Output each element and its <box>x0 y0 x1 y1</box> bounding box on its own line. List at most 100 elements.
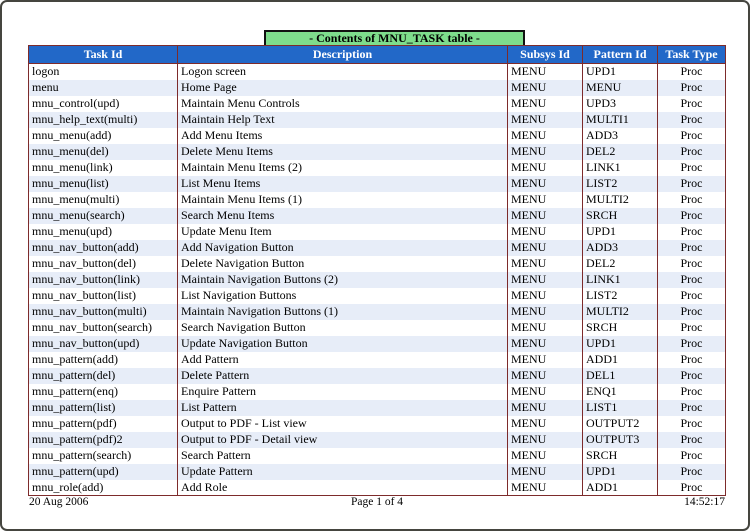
table-cell: MENU <box>507 463 583 480</box>
table-cell: Proc <box>657 271 726 288</box>
table-cell: Maintain Menu Items (2) <box>177 159 508 176</box>
table-row: mnu_menu(list) List Menu Items MENU LIST2 Pr… <box>28 175 726 192</box>
table-cell: List Pattern <box>177 399 508 416</box>
table-cell: List Navigation Buttons <box>177 287 508 304</box>
table-cell: MENU <box>507 127 583 144</box>
table-cell: mnu_nav_button(del) <box>28 255 178 272</box>
table-cell: mnu_pattern(add) <box>28 351 178 368</box>
column-header: Task Id <box>28 45 178 64</box>
table-cell: mnu_menu(upd) <box>28 223 178 240</box>
table-cell: Logon screen <box>177 63 508 80</box>
table-cell: MENU <box>507 63 583 80</box>
table-cell: MENU <box>507 207 583 224</box>
table-cell: MENU <box>507 287 583 304</box>
table-cell: Proc <box>657 303 726 320</box>
table-cell: mnu_menu(list) <box>28 175 178 192</box>
table-cell: LINK1 <box>582 159 658 176</box>
table-cell: ADD1 <box>582 351 658 368</box>
table-row: mnu_pattern(list) List Pattern MENU LIST1 Pr… <box>28 399 726 416</box>
table-cell: mnu_nav_button(multi) <box>28 303 178 320</box>
table-cell: Add Navigation Button <box>177 239 508 256</box>
column-header: Description <box>177 45 508 64</box>
table-row: mnu_pattern(pdf)2 Output to PDF - Detail … <box>28 431 726 448</box>
table-cell: MENU <box>507 223 583 240</box>
table-cell: UPD1 <box>582 63 658 80</box>
table-cell: mnu_pattern(pdf) <box>28 415 178 432</box>
table-row: mnu_menu(search) Search Menu Items MENU SRC… <box>28 207 726 224</box>
table-cell: MENU <box>507 271 583 288</box>
table-cell: Proc <box>657 239 726 256</box>
table-cell: MENU <box>507 335 583 352</box>
table-row: mnu_nav_button(add) Add Navigation Button… <box>28 239 726 256</box>
table-cell: Proc <box>657 255 726 272</box>
table-cell: MENU <box>507 447 583 464</box>
table-cell: Proc <box>657 479 726 496</box>
table-cell: MENU <box>507 383 583 400</box>
table-row: mnu_nav_button(upd) Update Navigation But… <box>28 335 726 352</box>
table-cell: MENU <box>507 191 583 208</box>
table-cell: ADD3 <box>582 239 658 256</box>
table-cell: mnu_pattern(pdf)2 <box>28 431 178 448</box>
page-footer: Page 1 of 4 20 Aug 2006 14:52:17 <box>2 496 748 508</box>
table-cell: Proc <box>657 463 726 480</box>
table-cell: Proc <box>657 447 726 464</box>
table-row: mnu_pattern(enq) Enquire Pattern MENU ENQ1 P… <box>28 383 726 400</box>
table-cell: Proc <box>657 223 726 240</box>
table-cell: mnu_help_text(multi) <box>28 111 178 128</box>
table-cell: DEL2 <box>582 255 658 272</box>
table-cell: Proc <box>657 319 726 336</box>
table-cell: Proc <box>657 159 726 176</box>
table-cell: MENU <box>507 319 583 336</box>
table-cell: Proc <box>657 351 726 368</box>
table-cell: mnu_pattern(upd) <box>28 463 178 480</box>
table-cell: Maintain Help Text <box>177 111 508 128</box>
table-cell: MENU <box>507 175 583 192</box>
table-cell: OUTPUT2 <box>582 415 658 432</box>
table-cell: Search Navigation Button <box>177 319 508 336</box>
table-cell: Proc <box>657 287 726 304</box>
table-cell: DEL2 <box>582 143 658 160</box>
table-cell: Proc <box>657 415 726 432</box>
table-row: mnu_help_text(multi) Maintain Help Text ME… <box>28 111 726 128</box>
table-cell: mnu_menu(multi) <box>28 191 178 208</box>
table-cell: mnu_pattern(enq) <box>28 383 178 400</box>
table-cell: MENU <box>507 303 583 320</box>
table-row: mnu_pattern(add) Add Pattern MENU ADD1 Proc <box>28 351 726 368</box>
table-cell: mnu_nav_button(link) <box>28 271 178 288</box>
table-cell: Proc <box>657 399 726 416</box>
table-cell: OUTPUT3 <box>582 431 658 448</box>
table-cell: MENU <box>582 79 658 96</box>
table-cell: MENU <box>507 351 583 368</box>
table-cell: mnu_control(upd) <box>28 95 178 112</box>
table-cell: Proc <box>657 207 726 224</box>
table-cell: Update Pattern <box>177 463 508 480</box>
table-cell: MENU <box>507 367 583 384</box>
table-cell: Delete Pattern <box>177 367 508 384</box>
table-cell: MULTI2 <box>582 191 658 208</box>
table-cell: Proc <box>657 127 726 144</box>
table-cell: MENU <box>507 479 583 496</box>
table-cell: SRCH <box>582 319 658 336</box>
table-cell: Add Role <box>177 479 508 496</box>
table-cell: mnu_nav_button(add) <box>28 239 178 256</box>
table-cell: List Menu Items <box>177 175 508 192</box>
table-row: mnu_role(add) Add Role MENU ADD1 Proc <box>28 479 726 496</box>
table-row: mnu_menu(del) Delete Menu Items MENU DEL2 Pr… <box>28 143 726 160</box>
footer-date: 20 Aug 2006 <box>29 496 89 508</box>
table-cell: LINK1 <box>582 271 658 288</box>
table-cell: Proc <box>657 79 726 96</box>
table-row: mnu_pattern(search) Search Pattern MENU SRC… <box>28 447 726 464</box>
table-cell: LIST2 <box>582 287 658 304</box>
table-cell: menu <box>28 79 178 96</box>
table-cell: Proc <box>657 431 726 448</box>
table-cell: Proc <box>657 175 726 192</box>
table-cell: LIST2 <box>582 175 658 192</box>
table-row: mnu_menu(add) Add Menu Items MENU ADD3 Proc <box>28 127 726 144</box>
table-row: mnu_menu(link) Maintain Menu Items (2) MEN… <box>28 159 726 176</box>
table-row: mnu_control(upd) Maintain Menu Controls ME… <box>28 95 726 112</box>
table-cell: Update Menu Item <box>177 223 508 240</box>
table-row: menu Home Page MENU MENU Proc <box>28 79 726 96</box>
table-row: mnu_menu(multi) Maintain Menu Items (1) ME… <box>28 191 726 208</box>
table-row: mnu_pattern(del) Delete Pattern MENU DEL1 Pr… <box>28 367 726 384</box>
